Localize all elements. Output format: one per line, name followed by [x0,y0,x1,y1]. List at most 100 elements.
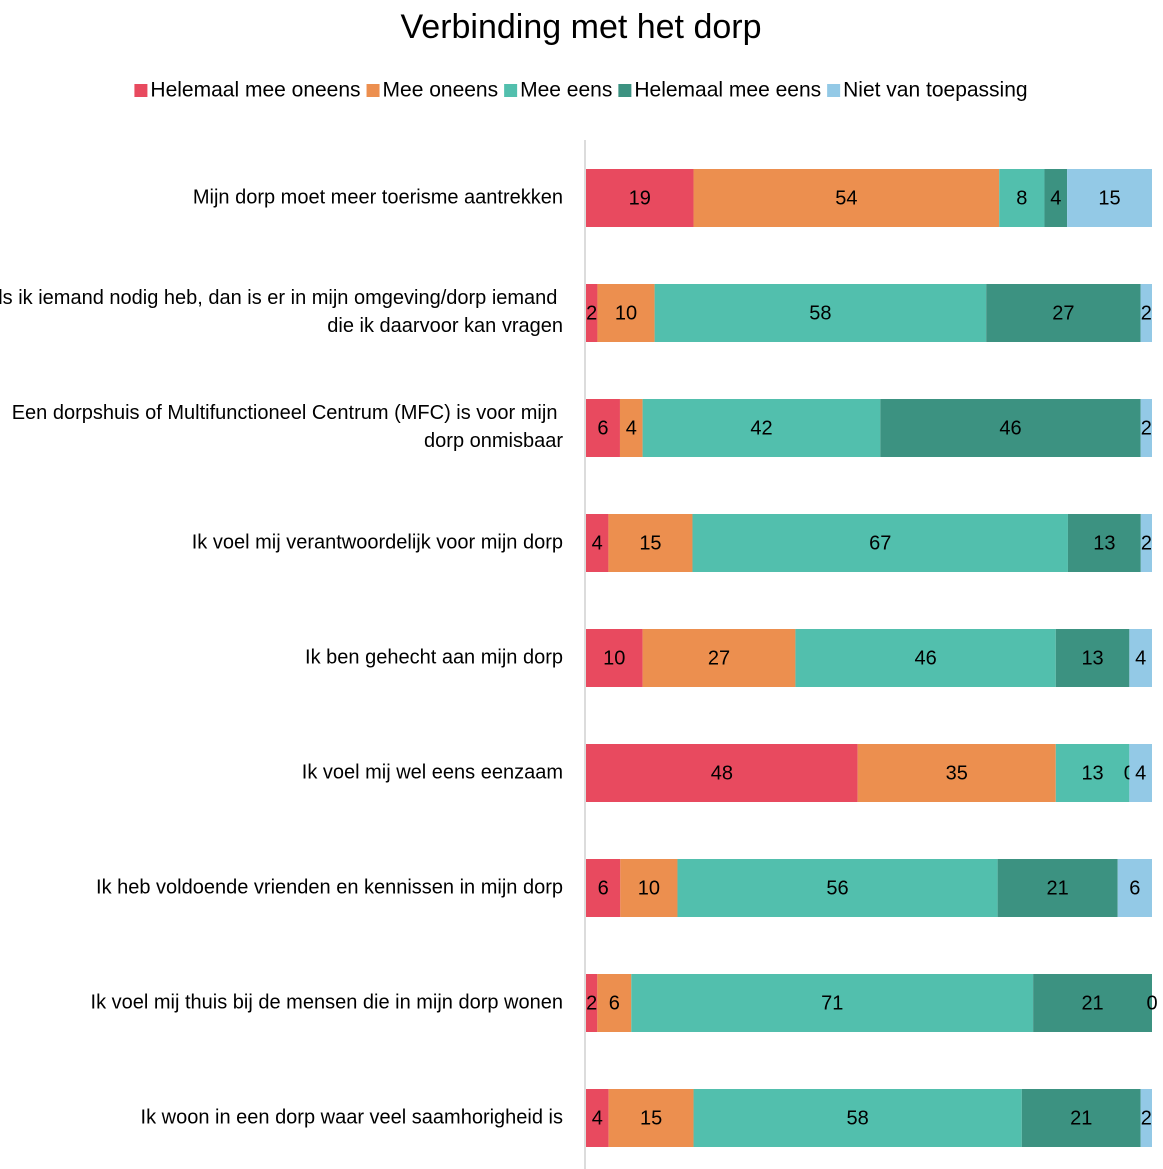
bar-segment [608,514,693,572]
data-label: 35 [946,762,968,784]
data-label: 42 [750,417,772,439]
bar-segment [608,1089,694,1147]
chart-title: Verbinding met het dorp [400,8,761,46]
bar-segment [620,859,678,917]
data-label: 10 [603,647,625,669]
data-label: 10 [615,302,637,324]
legend-item: Niet van toepassing [827,79,1028,102]
legend-item: Helemaal mee oneens [134,79,361,102]
data-label: 2 [586,992,597,1014]
bar-segment [1140,284,1152,342]
category-label: Mijn dorp moet meer toerisme aantrekken [193,186,563,208]
legend-label: Niet van toepassing [843,79,1027,102]
legend-item: Mee eens [504,79,612,102]
data-label: 58 [847,1107,869,1129]
bar-segment [586,399,620,457]
data-label: 27 [708,647,730,669]
data-label: 46 [999,417,1021,439]
bar-segment [597,974,632,1032]
data-label: 4 [592,532,603,554]
data-label: 15 [1098,187,1120,209]
bar-segment [1055,629,1130,687]
legend-item: Mee oneens [366,79,499,102]
legend-label: Helemaal mee oneens [150,79,360,102]
legend-swatch [366,84,380,97]
bar-segment [1044,169,1068,227]
category-label: Ik voel mij verantwoordelijk voor mijn d… [192,531,563,553]
bar-segment [1055,744,1130,802]
legend-swatch [827,84,841,97]
data-label: 13 [1093,532,1115,554]
data-label: 27 [1052,302,1074,324]
data-label: 2 [1141,302,1152,324]
legend-swatch [504,84,518,97]
category-label: Ik ben gehecht aan mijn dorp [305,646,563,668]
data-label: 21 [1081,992,1103,1014]
data-label: 54 [835,187,857,209]
bar-segment [1129,629,1152,687]
bar-segment [857,744,1056,802]
bar-segment [986,284,1141,342]
bar-segment [586,284,598,342]
data-label: 13 [1081,647,1103,669]
bar-segment [1067,514,1141,572]
bar-segment [997,859,1118,917]
bar-segment [1033,974,1152,1032]
data-label: 2 [1141,532,1152,554]
data-label: 4 [1135,647,1146,669]
category-label: Als ik iemand nodig heb, dan is er in mi… [0,287,563,337]
data-label: 58 [809,302,831,324]
data-label: 4 [592,1107,603,1129]
data-label: 13 [1081,762,1103,784]
bar-segment [619,399,643,457]
legend-label: Helemaal mee eens [634,79,821,102]
bar-segment [1117,859,1152,917]
data-label: 56 [826,877,848,899]
legend-swatch [134,84,148,97]
bar-segment [586,744,858,802]
bar-segment [597,284,655,342]
data-label: 19 [629,187,651,209]
bar-segment [586,1089,609,1147]
data-label: 0 [1146,992,1157,1014]
bar-segment [692,514,1068,572]
data-label: 2 [1141,1107,1152,1129]
data-label: 21 [1047,877,1069,899]
data-label: 6 [1129,877,1140,899]
data-label: 6 [609,992,620,1014]
category-label: Ik woon in een dorp waar veel saamhorigh… [141,1106,563,1128]
bar-segment [586,974,598,1032]
bar-segment [693,1089,1022,1147]
data-label: 4 [626,417,637,439]
bar-segment [880,399,1141,457]
bar-segment [1140,1089,1152,1147]
legend-label: Mee oneens [383,79,499,102]
legend-label: Mee eens [520,79,612,102]
data-label: 15 [640,1107,662,1129]
bar-segment [586,169,694,227]
category-label: Ik voel mij wel eens eenzaam [302,761,563,783]
bar-segment [586,514,609,572]
data-label: 2 [1141,417,1152,439]
bar-segment [631,974,1034,1032]
data-label: 4 [1135,762,1146,784]
bar-segment [1021,1089,1141,1147]
data-label: 67 [869,532,891,554]
bar-segment [642,629,796,687]
bar-segment [586,859,621,917]
bar-segment [1129,744,1152,802]
category-label: Ik voel mij thuis bij de mensen die in m… [91,991,563,1013]
bar-segment [1140,399,1152,457]
data-label: 48 [711,762,733,784]
bar-segment [999,169,1045,227]
bar-segment [654,284,987,342]
data-label: 21 [1070,1107,1092,1129]
bar-segment [642,399,881,457]
bar-segment [1140,514,1152,572]
bar-segment [586,629,643,687]
data-label: 46 [914,647,936,669]
data-label: 6 [597,417,608,439]
bar-segment [1067,169,1152,227]
legend-item: Helemaal mee eens [618,79,821,102]
